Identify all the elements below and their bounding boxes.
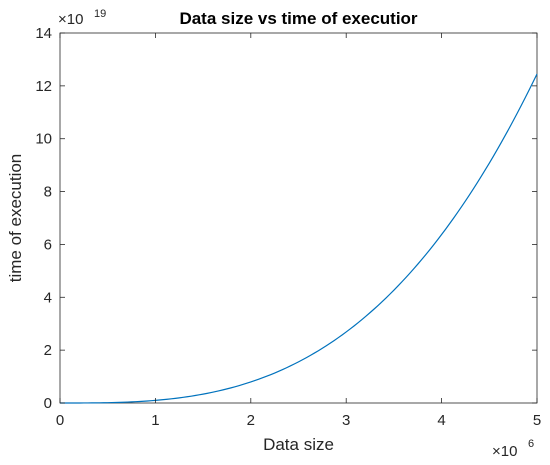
x-tick-label: 3 <box>342 412 350 429</box>
y-axis-multiplier: ×10 19 <box>58 8 106 28</box>
x-tick-label: 2 <box>247 412 255 429</box>
y-tick-label: 4 <box>44 289 52 306</box>
x-multiplier-exponent: 6 <box>528 438 534 450</box>
x-tick-label: 0 <box>56 412 64 429</box>
y-tick-label: 12 <box>35 78 52 95</box>
x-multiplier-base: ×10 <box>492 443 517 460</box>
x-tick-label: 1 <box>151 412 159 429</box>
plot-area <box>59 32 538 404</box>
x-tick-label: 4 <box>437 412 445 429</box>
x-axis-label: Data size <box>263 435 334 454</box>
x-tick-label: 5 <box>533 412 541 429</box>
chart-title: Data size vs time of executior <box>179 9 417 28</box>
y-axis-label: time of execution <box>6 154 25 283</box>
x-axis: 0 1 2 3 4 5 <box>56 33 541 429</box>
x-axis-multiplier: ×10 6 <box>492 438 534 460</box>
y-tick-label: 10 <box>35 131 52 148</box>
y-multiplier-exponent: 19 <box>94 8 106 20</box>
plot-box <box>59 32 538 404</box>
series-line <box>60 73 538 404</box>
y-tick-label: 0 <box>44 395 52 412</box>
y-axis: 0 2 4 6 8 10 12 14 <box>35 25 537 412</box>
y-tick-label: 8 <box>44 184 52 201</box>
y-multiplier-base: ×10 <box>58 11 83 28</box>
y-tick-label: 14 <box>35 25 52 42</box>
y-tick-label: 2 <box>44 342 52 359</box>
y-tick-label: 6 <box>44 236 52 253</box>
